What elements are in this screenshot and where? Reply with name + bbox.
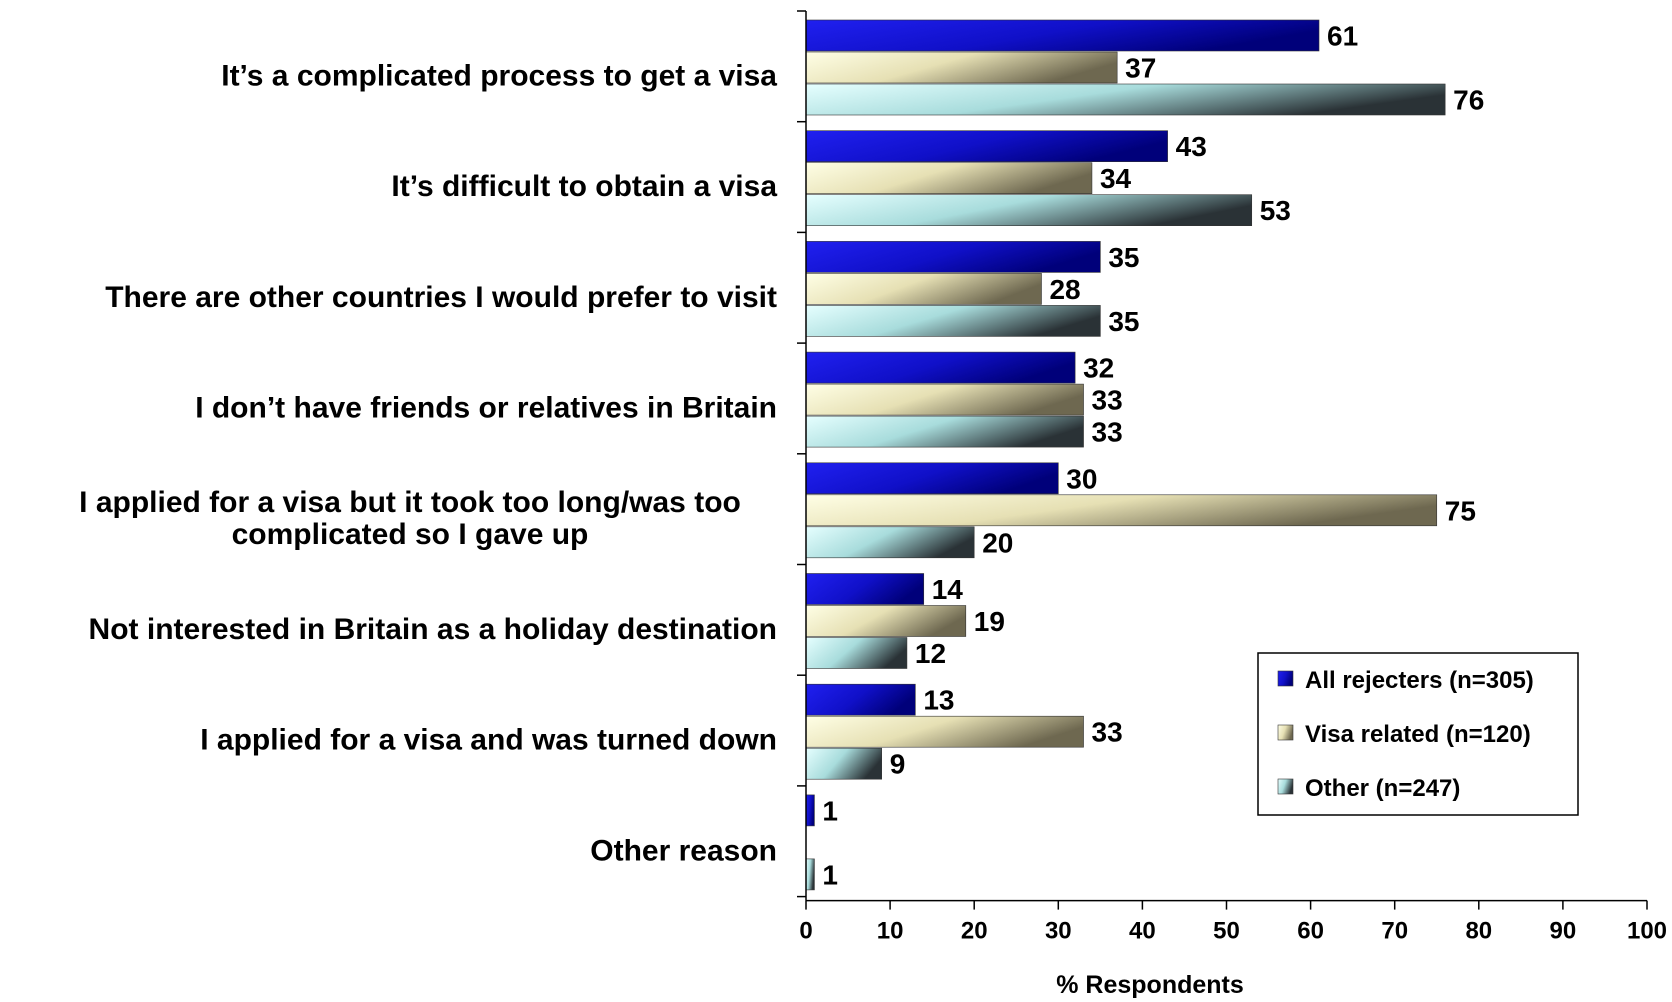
data-label: 34 bbox=[1100, 163, 1132, 194]
bar-visa-related bbox=[805, 494, 1438, 527]
x-axis-title: % Respondents bbox=[1056, 971, 1244, 999]
data-label: 37 bbox=[1125, 53, 1156, 84]
legend-swatch bbox=[1277, 724, 1294, 741]
legend-entry: All rejecters (n=305) bbox=[1305, 667, 1534, 694]
x-tick-label: 70 bbox=[1381, 918, 1408, 945]
bar-visa-related bbox=[805, 273, 1042, 305]
bar-other bbox=[805, 858, 815, 891]
data-label: 75 bbox=[1445, 495, 1476, 526]
data-label: 53 bbox=[1260, 195, 1291, 226]
bar-other bbox=[805, 194, 1253, 226]
bar-visa-related bbox=[805, 162, 1093, 194]
category-label: I don’t have friends or relatives in Bri… bbox=[195, 391, 777, 424]
data-label: 1 bbox=[822, 859, 838, 890]
bars-layer bbox=[805, 19, 1446, 891]
category-label: I applied for a visa and was turned down bbox=[200, 724, 777, 757]
bar-other bbox=[805, 526, 975, 559]
data-label: 76 bbox=[1453, 85, 1484, 116]
category-label-line: Not interested in Britain as a holiday d… bbox=[89, 613, 777, 646]
x-tick-label: 50 bbox=[1213, 918, 1240, 945]
data-label: 12 bbox=[915, 638, 946, 669]
x-tick-label: 40 bbox=[1129, 918, 1156, 945]
bar-all-rejecters bbox=[805, 351, 1076, 384]
category-label: Not interested in Britain as a holiday d… bbox=[89, 613, 777, 646]
category-labels-layer: It’s a complicated process to get a visa… bbox=[79, 59, 777, 867]
data-label: 33 bbox=[1092, 417, 1123, 448]
data-label: 33 bbox=[1092, 717, 1123, 748]
x-tick-label: 30 bbox=[1045, 918, 1072, 945]
data-label: 19 bbox=[974, 606, 1005, 637]
bar-visa-related bbox=[805, 605, 967, 637]
data-label: 30 bbox=[1066, 463, 1097, 494]
data-label: 61 bbox=[1327, 21, 1358, 52]
bar-all-rejecters bbox=[805, 794, 815, 827]
legend-entry: Visa related (n=120) bbox=[1305, 721, 1531, 748]
category-label-line: I applied for a visa and was turned down bbox=[200, 724, 777, 757]
category-label: Other reason bbox=[590, 834, 777, 867]
x-tick-label: 0 bbox=[799, 918, 812, 945]
category-label: I applied for a visa but it took too lon… bbox=[79, 486, 741, 551]
bar-all-rejecters bbox=[805, 683, 916, 716]
data-label: 13 bbox=[923, 685, 954, 716]
bar-other bbox=[805, 305, 1101, 337]
data-label: 28 bbox=[1049, 274, 1080, 305]
bar-other bbox=[805, 83, 1446, 116]
legend-swatch bbox=[1277, 670, 1294, 687]
data-label: 20 bbox=[982, 527, 1013, 558]
x-tick-label: 90 bbox=[1550, 918, 1577, 945]
data-label: 33 bbox=[1092, 385, 1123, 416]
legend-entry: Other (n=247) bbox=[1305, 775, 1460, 802]
bar-other bbox=[805, 747, 882, 780]
axes: 0 10 20 30 40 50 60 70 80 90 100 bbox=[797, 10, 1667, 945]
data-label: 35 bbox=[1108, 306, 1139, 337]
category-label-line: I applied for a visa but it took too lon… bbox=[79, 486, 741, 519]
bar-all-rejecters bbox=[805, 241, 1101, 273]
legend: All rejecters (n=305) Visa related (n=120… bbox=[1257, 652, 1579, 816]
data-label: 35 bbox=[1108, 242, 1139, 273]
bar-all-rejecters bbox=[805, 130, 1168, 162]
bar-other bbox=[805, 637, 908, 669]
bar-visa-related bbox=[805, 51, 1118, 84]
data-label: 43 bbox=[1176, 131, 1207, 162]
x-tick-label: 80 bbox=[1465, 918, 1492, 945]
legend-swatch bbox=[1277, 778, 1294, 795]
category-label-line: I don’t have friends or relatives in Bri… bbox=[195, 391, 777, 424]
bar-other bbox=[805, 415, 1084, 448]
bar-all-rejecters bbox=[805, 19, 1320, 52]
data-label: 9 bbox=[890, 749, 906, 780]
data-labels-layer: 6143353230141313734283375193376533533201… bbox=[822, 21, 1484, 891]
category-label-line: complicated so I gave up bbox=[232, 518, 589, 551]
category-label: It’s a complicated process to get a visa bbox=[221, 59, 777, 92]
x-tick-label: 20 bbox=[961, 918, 988, 945]
data-label: 32 bbox=[1083, 353, 1114, 384]
x-tick-label: 60 bbox=[1297, 918, 1324, 945]
category-label-line: It’s a complicated process to get a visa bbox=[221, 59, 777, 92]
data-label: 14 bbox=[932, 574, 964, 605]
category-label: There are other countries I would prefer… bbox=[105, 281, 777, 314]
category-label-line: It’s difficult to obtain a visa bbox=[391, 170, 777, 203]
data-label: 1 bbox=[822, 795, 838, 826]
category-label-line: There are other countries I would prefer… bbox=[105, 281, 777, 314]
category-label: It’s difficult to obtain a visa bbox=[391, 170, 777, 203]
bar-visa-related bbox=[805, 383, 1084, 416]
x-tick-label: 10 bbox=[877, 918, 904, 945]
legend-box bbox=[1257, 652, 1579, 816]
bar-all-rejecters bbox=[805, 573, 925, 605]
bar-all-rejecters bbox=[805, 462, 1059, 495]
category-label-line: Other reason bbox=[590, 834, 777, 867]
x-tick-label: 100 bbox=[1627, 918, 1667, 945]
bar-visa-related bbox=[805, 715, 1084, 748]
